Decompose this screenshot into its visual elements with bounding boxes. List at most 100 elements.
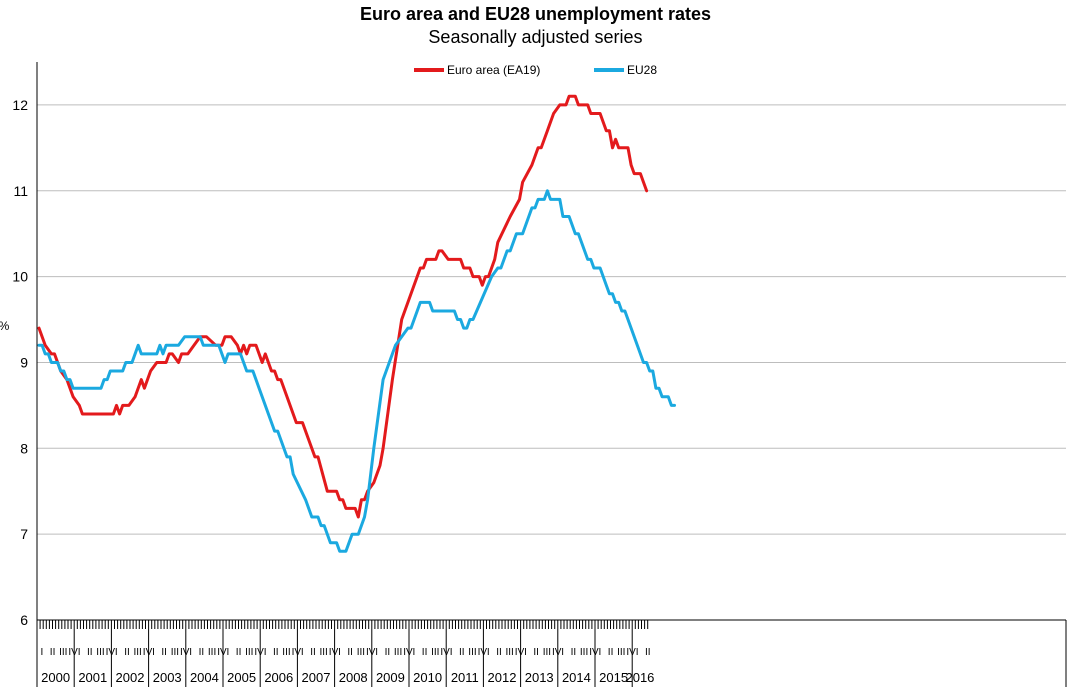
- x-year-label: 2012: [488, 670, 517, 685]
- x-year-label: 2007: [302, 670, 331, 685]
- x-quarter-label: III: [468, 647, 476, 658]
- x-quarter-label: I: [338, 647, 341, 658]
- x-year-label: 2016: [625, 670, 654, 685]
- x-quarter-label: IV: [292, 647, 302, 658]
- x-year-label: 2003: [153, 670, 182, 685]
- x-year-label: 2006: [264, 670, 293, 685]
- x-quarter-label: I: [115, 647, 118, 658]
- x-year-label: 2011: [451, 670, 479, 685]
- series-line-eu28: [37, 189, 676, 553]
- x-year-label: 2001: [78, 670, 107, 685]
- x-quarter-label: III: [431, 647, 439, 658]
- y-axis-label: %: [0, 319, 10, 333]
- x-year-label: 2009: [376, 670, 405, 685]
- x-quarter-label: II: [645, 647, 651, 658]
- legend-label-eu28: EU28: [627, 63, 658, 77]
- legend-label-euro-area: Euro area (EA19): [447, 63, 541, 77]
- x-quarter-label: II: [87, 647, 93, 658]
- x-quarter-label: III: [580, 647, 588, 658]
- x-quarter-label: I: [189, 647, 192, 658]
- x-quarter-label: IV: [106, 647, 116, 658]
- x-quarter-label: IV: [552, 647, 562, 658]
- x-year-label: 2010: [413, 670, 442, 685]
- x-year-label: 2014: [562, 670, 591, 685]
- x-quarter-label: IV: [515, 647, 525, 658]
- x-year-label: 2002: [116, 670, 145, 685]
- x-quarter-label: I: [636, 647, 639, 658]
- x-quarter-label: III: [394, 647, 402, 658]
- x-quarter-label: III: [134, 647, 142, 658]
- x-quarter-label: I: [524, 647, 527, 658]
- y-tick-label: 9: [20, 354, 28, 370]
- x-quarter-label: III: [208, 647, 216, 658]
- y-tick-label: 11: [13, 183, 28, 199]
- x-year-label: 2013: [525, 670, 554, 685]
- y-tick-label: 10: [12, 269, 28, 285]
- x-quarter-label: II: [124, 647, 130, 658]
- x-quarter-label: III: [245, 647, 253, 658]
- x-year-label: 2005: [227, 670, 256, 685]
- x-quarter-label: IV: [68, 647, 78, 658]
- chart-subtitle: Seasonally adjusted series: [428, 27, 643, 47]
- x-quarter-label: III: [96, 647, 104, 658]
- x-quarter-label: I: [264, 647, 267, 658]
- x-quarter-label: II: [571, 647, 577, 658]
- x-quarter-label: I: [450, 647, 453, 658]
- x-quarter-label: IV: [254, 647, 264, 658]
- x-quarter-label: III: [357, 647, 365, 658]
- x-quarter-label: III: [543, 647, 551, 658]
- x-quarter-label: II: [608, 647, 614, 658]
- x-quarter-label: II: [273, 647, 279, 658]
- x-quarter-label: IV: [366, 647, 376, 658]
- x-quarter-label: I: [375, 647, 378, 658]
- x-quarter-label: IV: [217, 647, 227, 658]
- legend-swatch-euro-area: [414, 67, 444, 72]
- x-year-label: 2000: [41, 670, 70, 685]
- x-quarter-label: IV: [589, 647, 599, 658]
- legend-item-euro-area: Euro area (EA19): [414, 63, 540, 77]
- x-quarter-label: II: [199, 647, 205, 658]
- x-year-label: 2004: [190, 670, 219, 685]
- x-quarter-label: I: [599, 647, 602, 658]
- x-quarter-label: II: [310, 647, 316, 658]
- y-tick-label: 8: [20, 440, 28, 456]
- y-tick-label: 12: [12, 97, 28, 113]
- x-quarter-label: IV: [143, 647, 153, 658]
- legend-item-eu28: EU28: [594, 63, 657, 77]
- x-quarter-label: II: [236, 647, 242, 658]
- x-quarter-label: IV: [478, 647, 488, 658]
- x-quarter-label: I: [78, 647, 81, 658]
- x-quarter-label: I: [561, 647, 564, 658]
- x-quarter-label: I: [487, 647, 490, 658]
- x-quarter-label: IV: [329, 647, 339, 658]
- chart-title: Euro area and EU28 unemployment rates: [359, 4, 712, 24]
- x-quarter-label: I: [227, 647, 230, 658]
- y-tick-label: 7: [20, 526, 28, 542]
- series-line-euro-area: [37, 94, 649, 519]
- x-quarter-label: III: [282, 647, 290, 658]
- legend-swatch-eu28: [594, 67, 624, 72]
- x-quarter-label: III: [320, 647, 328, 658]
- x-quarter-label: IV: [403, 647, 413, 658]
- x-quarter-label: III: [617, 647, 625, 658]
- x-quarter-label: I: [413, 647, 416, 658]
- x-quarter-label: III: [59, 647, 67, 658]
- x-quarter-label: III: [506, 647, 514, 658]
- x-year-label: 2015: [599, 670, 628, 685]
- x-quarter-label: I: [301, 647, 304, 658]
- x-quarter-label: II: [385, 647, 391, 658]
- x-quarter-label: II: [50, 647, 56, 658]
- x-quarter-label: IV: [440, 647, 450, 658]
- x-quarter-label: IV: [180, 647, 190, 658]
- x-quarter-label: III: [171, 647, 179, 658]
- x-quarter-label: II: [422, 647, 428, 658]
- x-year-label: 2008: [339, 670, 368, 685]
- x-quarter-label: II: [347, 647, 353, 658]
- x-quarter-label: II: [459, 647, 465, 658]
- x-quarter-label: I: [41, 647, 44, 658]
- x-quarter-label: II: [496, 647, 502, 658]
- x-quarter-label: I: [152, 647, 155, 658]
- x-quarter-label: II: [533, 647, 539, 658]
- x-quarter-label: II: [161, 647, 167, 658]
